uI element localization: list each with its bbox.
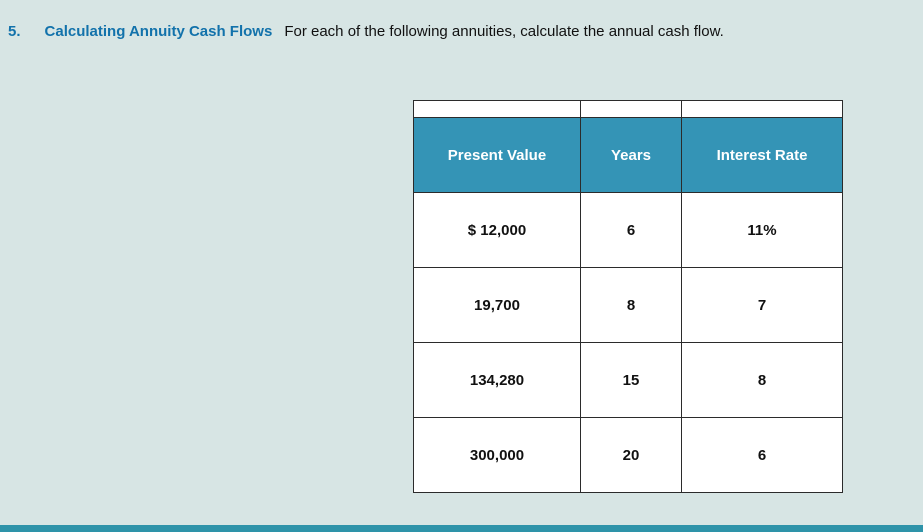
problem-number: 5. (8, 23, 21, 40)
header-years: Years (580, 117, 682, 193)
table-row: $ 12,000 6 11% (413, 192, 843, 268)
spacer-cell (681, 100, 843, 118)
bottom-edge-bar (0, 525, 923, 532)
table-cell: 8 (681, 342, 843, 418)
problem-description: For each of the following annuities, cal… (284, 23, 724, 40)
annuity-table-container: Present Value Years Interest Rate $ 12,0… (413, 100, 843, 493)
spacer-cell (580, 100, 682, 118)
spacer-cell (413, 100, 581, 118)
table-cell: 6 (580, 192, 682, 268)
header-interest-rate: Interest Rate (681, 117, 843, 193)
table-cell: 300,000 (413, 417, 581, 493)
table-header-row: Present Value Years Interest Rate (413, 117, 843, 193)
table-cell: 20 (580, 417, 682, 493)
table-cell: 7 (681, 267, 843, 343)
table-cell: 134,280 (413, 342, 581, 418)
problem-title: Calculating Annuity Cash Flows (44, 23, 273, 40)
table-cell: $ 12,000 (413, 192, 581, 268)
table-row: 300,000 20 6 (413, 417, 843, 493)
header-present-value: Present Value (413, 117, 581, 193)
table-row: 19,700 8 7 (413, 267, 843, 343)
table-row: 134,280 15 8 (413, 342, 843, 418)
table-cell: 19,700 (413, 267, 581, 343)
problem-statement: 5. Calculating Annuity Cash Flows For each… (8, 22, 913, 42)
table-cell: 6 (681, 417, 843, 493)
table-spacer-row (413, 100, 843, 118)
table-cell: 15 (580, 342, 682, 418)
annuity-table: Present Value Years Interest Rate $ 12,0… (413, 100, 843, 493)
table-cell: 11% (681, 192, 843, 268)
table-cell: 8 (580, 267, 682, 343)
